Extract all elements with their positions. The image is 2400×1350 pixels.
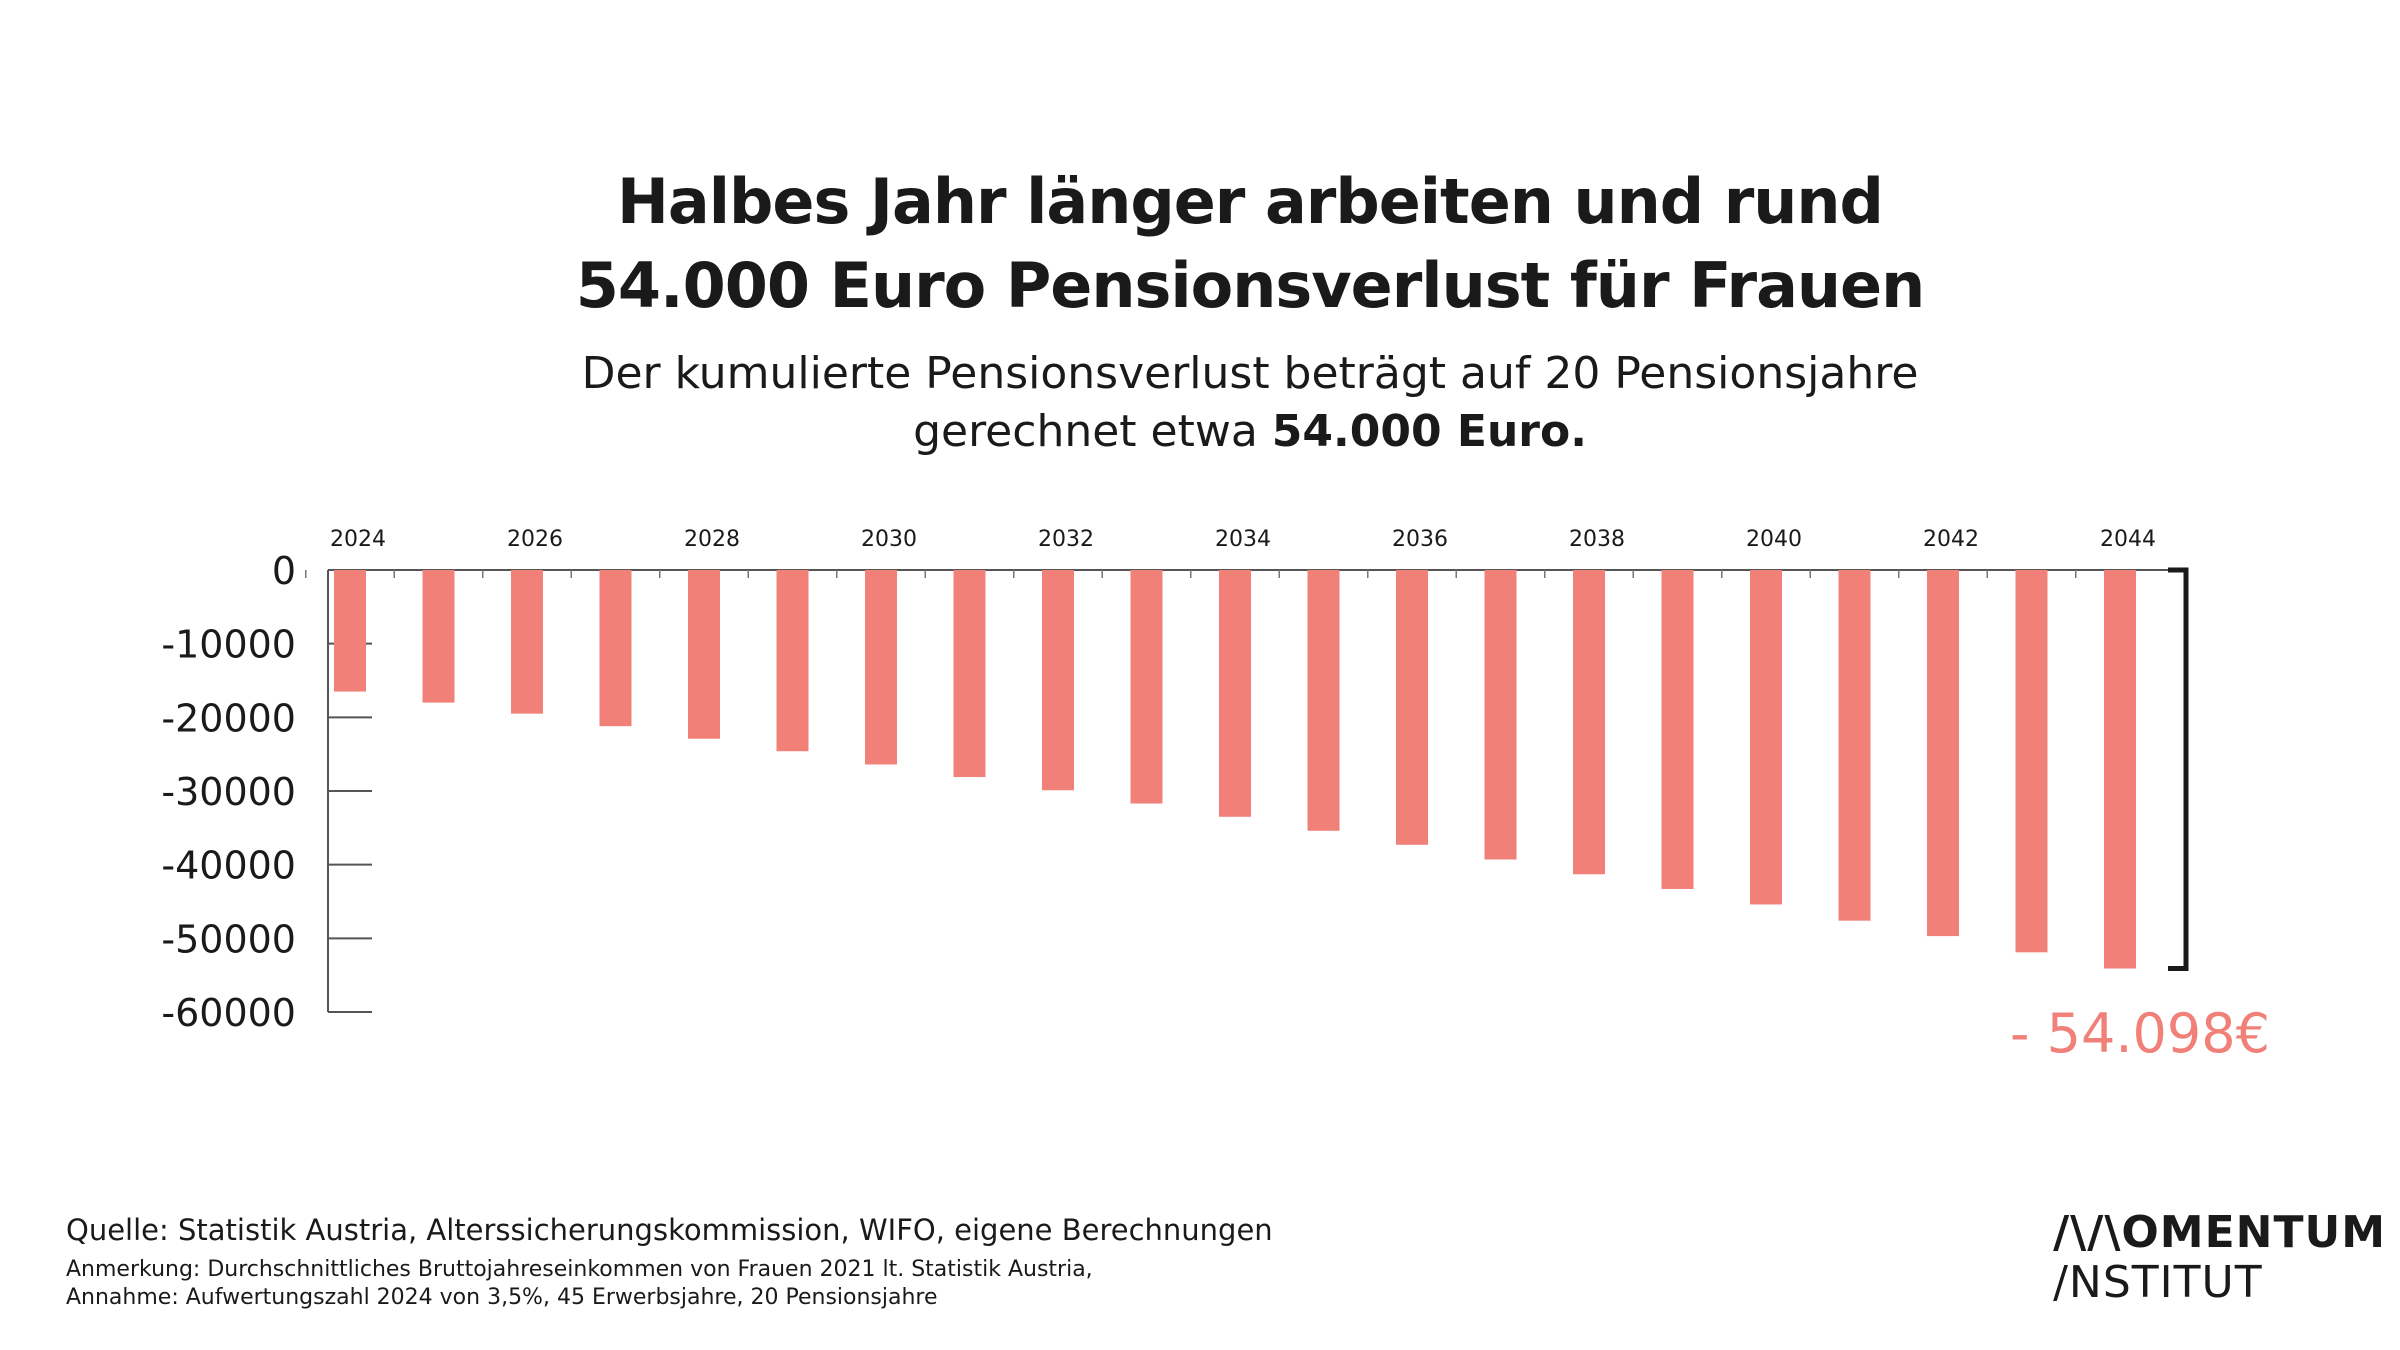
bar-2037 (1484, 570, 1517, 860)
chart-title-line1: Halbes Jahr länger arbeiten und rund (617, 165, 1884, 238)
x-tick-label-2044: 2044 (2100, 527, 2156, 552)
total-bracket (2168, 567, 2189, 972)
bar-2028 (688, 570, 720, 739)
x-tick-label-2024: 2024 (330, 527, 386, 552)
chart-title-line2: 54.000 Euro Pensionsverlust für Frauen (575, 249, 1925, 322)
logo-line1: /\/\OMENTUM (2053, 1207, 2386, 1258)
source-note: Quelle: Statistik Austria, Alterssicheru… (66, 1213, 1273, 1247)
y-tick-label-4: -40000 (161, 844, 296, 888)
bar-2034 (1219, 570, 1251, 817)
chart-subtitle-prefix: gerechnet etwa (913, 406, 1272, 457)
x-tick-label-2042: 2042 (1923, 527, 1979, 552)
bar-2044 (2104, 570, 2136, 969)
bar-2036 (1396, 570, 1428, 845)
y-tick-label-1: -10000 (161, 623, 296, 667)
y-tick-label-3: -30000 (161, 770, 296, 814)
chart-subtitle: Der kumulierte Pensionsverlust beträgt a… (0, 345, 2400, 461)
footnote-line2: Annahme: Aufwertungszahl 2024 von 3,5%, … (66, 1285, 938, 1310)
y-tick-label-6: -60000 (161, 991, 296, 1035)
bar-2025 (422, 570, 455, 703)
bar-2043 (2015, 570, 2048, 953)
bar-2026 (511, 570, 543, 714)
y-tick-label-2: -20000 (161, 696, 296, 740)
bar-2030 (865, 570, 897, 765)
y-tick-label-5: -50000 (161, 917, 296, 961)
footnote-line1: Anmerkung: Durchschnittliches Bruttojahr… (66, 1257, 1093, 1282)
bar-2039 (1661, 570, 1694, 889)
y-tick-label-0: 0 (272, 549, 296, 593)
x-tick-label-2032: 2032 (1038, 527, 1094, 552)
x-tick-label-2038: 2038 (1569, 527, 1625, 552)
bar-2031 (953, 570, 986, 778)
bar-chart: 0 -10000 -20000 -30000 -40000 -50000 -60000 202… (161, 527, 2270, 1065)
bar-2029 (776, 570, 809, 752)
logo-line2: /NSTITUT (2053, 1257, 2263, 1308)
chart-title: Halbes Jahr länger arbeiten und rund 54.… (0, 160, 2400, 328)
x-tick-label-2030: 2030 (861, 527, 917, 552)
bar-2040 (1750, 570, 1782, 905)
chart-subtitle-line1: Der kumulierte Pensionsverlust beträgt a… (581, 348, 1919, 399)
chart-subtitle-line2: gerechnet etwa 54.000 Euro. (0, 403, 2400, 461)
bar-2042 (1927, 570, 1959, 937)
bar-2032 (1042, 570, 1074, 791)
total-annotation: - 54.098€ (2010, 1002, 2270, 1065)
x-tick-label-2040: 2040 (1746, 527, 1802, 552)
footnote: Anmerkung: Durchschnittliches Bruttojahr… (66, 1256, 1093, 1312)
bar-2024 (334, 570, 366, 692)
bar-2038 (1573, 570, 1605, 875)
momentum-institut-logo: /\/\OMENTUM /NSTITUT (2053, 1208, 2386, 1308)
x-tick-label-2036: 2036 (1392, 527, 1448, 552)
bar-2035 (1307, 570, 1340, 831)
x-tick-label-2026: 2026 (507, 527, 563, 552)
chart-subtitle-highlight: 54.000 Euro. (1271, 406, 1587, 457)
x-tick-label-2034: 2034 (1215, 527, 1271, 552)
bar-2033 (1130, 570, 1163, 804)
bar-2041 (1838, 570, 1871, 921)
bar-2027 (599, 570, 632, 727)
x-tick-label-2028: 2028 (684, 527, 740, 552)
